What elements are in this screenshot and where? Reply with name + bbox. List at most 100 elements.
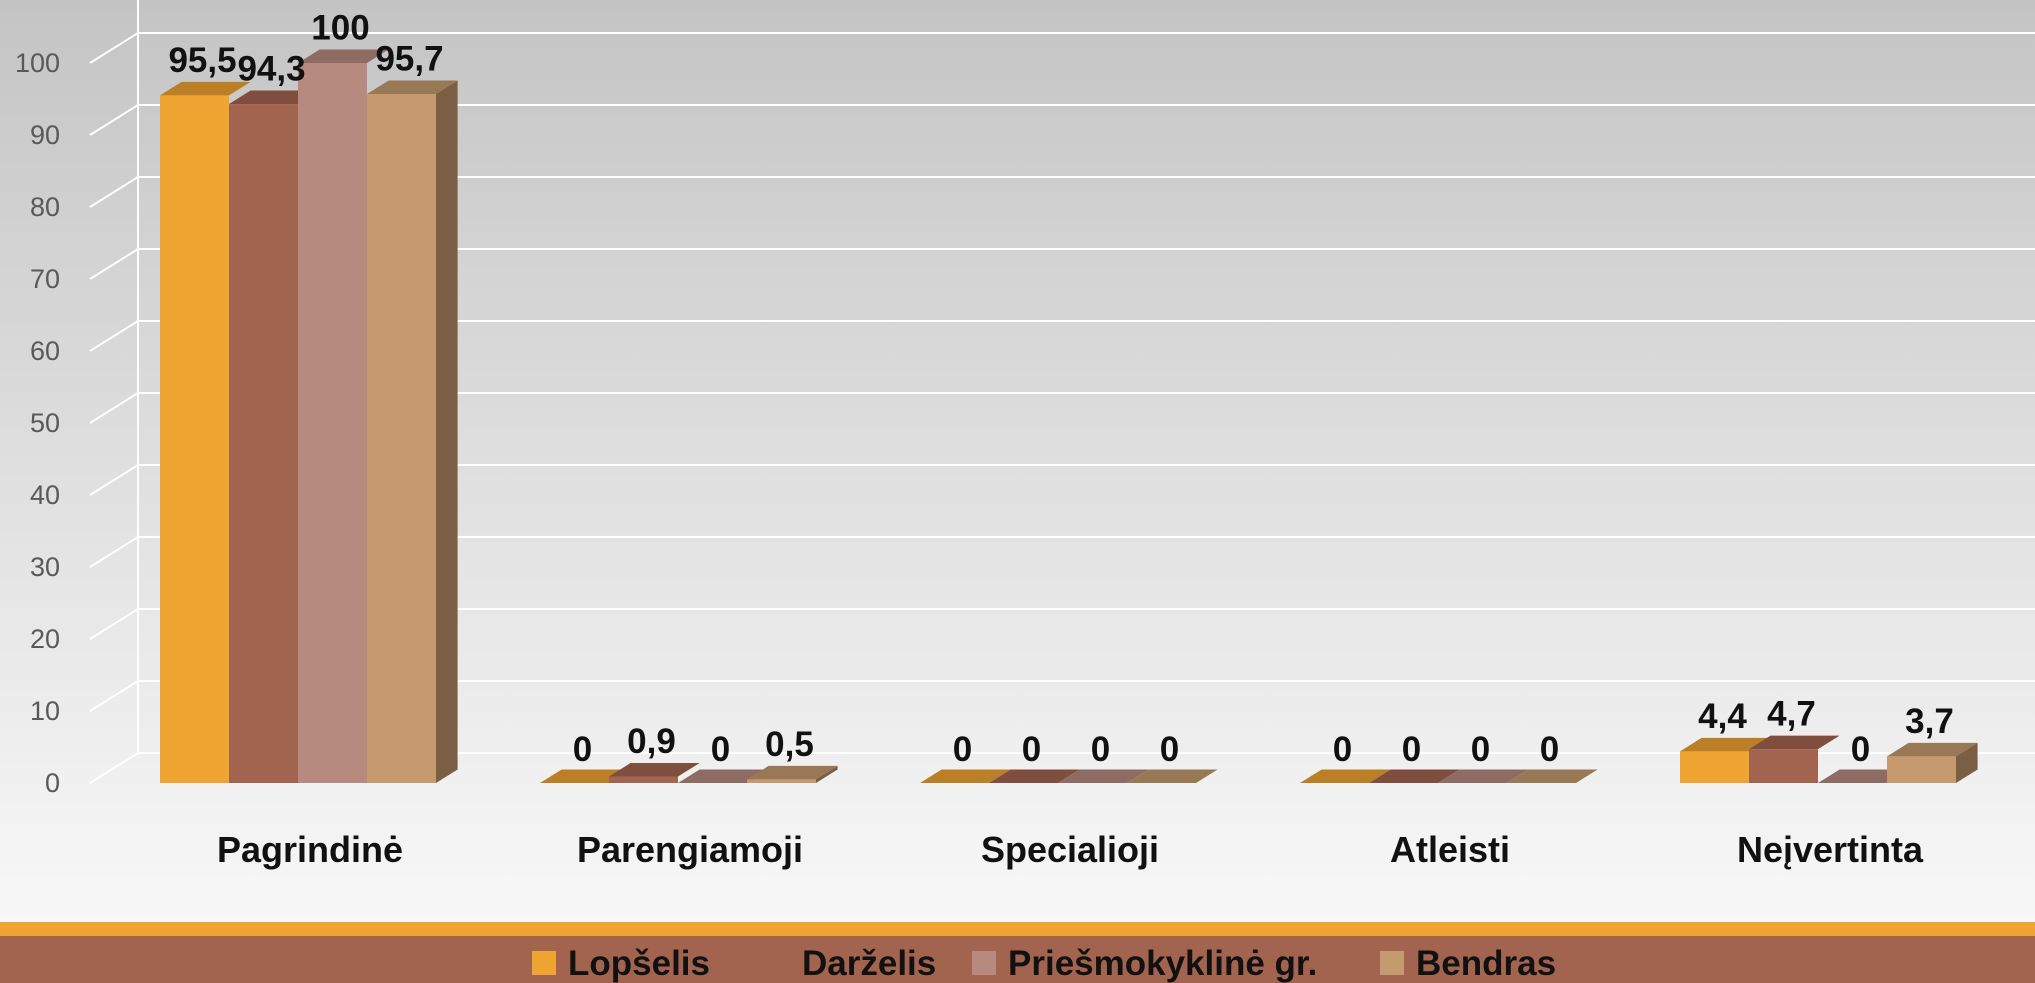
gridline-depth xyxy=(89,464,139,496)
bar xyxy=(1887,742,1978,783)
bar-side xyxy=(436,80,458,783)
category-label: Neįvertinta xyxy=(1737,829,1924,870)
y-tick-label: 100 xyxy=(15,48,60,78)
data-label: 95,5 xyxy=(168,41,236,80)
legend-swatch xyxy=(1380,951,1404,975)
data-label: 0 xyxy=(711,730,730,769)
category-labels: Pagrindinė Parengiamoji Specialioji Atleist… xyxy=(217,829,1924,870)
bar xyxy=(1818,769,1909,783)
bar xyxy=(229,90,320,784)
bar-top xyxy=(229,90,320,105)
data-label: 94,3 xyxy=(237,50,305,89)
bar-top xyxy=(298,49,389,63)
legend-swatch xyxy=(972,951,996,975)
y-tick-label: 10 xyxy=(30,696,60,726)
data-label: 0 xyxy=(1160,730,1179,769)
data-label: 0 xyxy=(953,730,972,769)
bar xyxy=(989,769,1080,783)
data-label: 0,9 xyxy=(627,722,676,761)
bar-top xyxy=(678,769,769,783)
bar xyxy=(1680,737,1771,783)
bar xyxy=(1369,769,1460,783)
y-tick-label: 20 xyxy=(30,624,60,654)
bar-front xyxy=(1680,751,1749,783)
legend-label: Lopšelis xyxy=(568,944,710,983)
category-label: Specialioji xyxy=(981,829,1159,870)
bar-top xyxy=(1058,769,1149,783)
bar xyxy=(920,769,1011,783)
y-tick-label: 50 xyxy=(30,408,60,438)
y-tick-label: 30 xyxy=(30,552,60,582)
bar-top xyxy=(1507,769,1598,783)
bar-top xyxy=(1369,769,1460,783)
gridline-depth xyxy=(89,104,139,136)
data-label: 0 xyxy=(1402,730,1421,769)
bar xyxy=(540,769,631,783)
legend-label: Darželis xyxy=(802,944,936,983)
bar-front xyxy=(229,104,298,784)
bar-front xyxy=(1887,756,1956,783)
bar-top xyxy=(989,769,1080,783)
bar xyxy=(747,765,838,783)
gridline-depth xyxy=(89,176,139,208)
bar-front xyxy=(160,95,229,783)
category-label: Parengiamoji xyxy=(577,829,803,870)
bar-top xyxy=(920,769,1011,783)
data-label: 0 xyxy=(1022,730,1041,769)
bar-top xyxy=(1680,737,1771,752)
legend-band xyxy=(0,936,2035,983)
gridline-depth xyxy=(89,680,139,712)
bar-top xyxy=(1887,742,1978,757)
bar-top xyxy=(747,765,838,780)
bar-front xyxy=(747,779,816,783)
y-tick-label: 60 xyxy=(30,336,60,366)
bar-top xyxy=(1300,769,1391,783)
data-label: 4,7 xyxy=(1767,695,1816,734)
bar xyxy=(1438,769,1529,783)
legend: Lopšelis Darželis Priešmokyklinė gr. Bendra… xyxy=(0,922,2035,983)
bar xyxy=(367,80,458,783)
gridline-depth xyxy=(89,248,139,280)
category-label: Atleisti xyxy=(1390,829,1510,870)
legend-label: Bendras xyxy=(1416,944,1556,983)
legend-accent-band xyxy=(0,922,2035,936)
data-label: 3,7 xyxy=(1905,702,1954,741)
bar-front xyxy=(609,776,678,783)
bar-front xyxy=(1749,749,1818,783)
bars xyxy=(160,49,1978,784)
legend-swatch xyxy=(532,951,556,975)
legend-label: Priešmokyklinė gr. xyxy=(1008,944,1317,983)
data-label: 0 xyxy=(1091,730,1110,769)
bar xyxy=(1749,735,1840,783)
data-label: 0 xyxy=(1851,730,1870,769)
y-tick-label: 80 xyxy=(30,192,60,222)
bar-top xyxy=(1127,769,1218,783)
bar xyxy=(1127,769,1218,783)
data-label: 95,7 xyxy=(375,39,443,78)
bar-top xyxy=(160,81,251,96)
gridline-depth xyxy=(89,608,139,640)
data-label: 100 xyxy=(311,9,369,48)
bar-top xyxy=(1438,769,1529,783)
bar xyxy=(609,763,700,783)
data-label: 0 xyxy=(1471,730,1490,769)
data-label: 0 xyxy=(573,730,592,769)
data-label: 4,4 xyxy=(1698,697,1747,736)
bar-front xyxy=(298,63,367,783)
bar xyxy=(1058,769,1149,783)
y-tick-label: 70 xyxy=(30,264,60,294)
bar xyxy=(298,49,389,783)
data-label: 0 xyxy=(1540,730,1559,769)
data-label: 0,5 xyxy=(765,725,814,764)
bar xyxy=(160,81,251,783)
legend-swatch xyxy=(766,951,790,975)
gridline-depth xyxy=(89,32,139,64)
gridline-depth xyxy=(89,392,139,424)
bar-top xyxy=(1749,735,1840,750)
bar-side xyxy=(1956,742,1978,783)
bar-top xyxy=(367,80,458,94)
bar xyxy=(1507,769,1598,783)
